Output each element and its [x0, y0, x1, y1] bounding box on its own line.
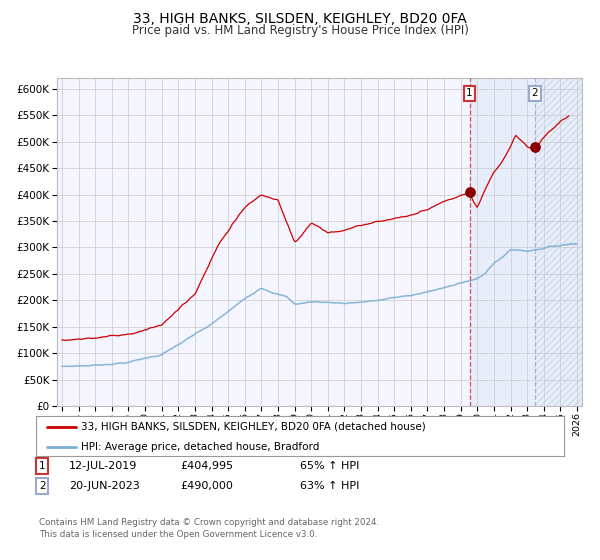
Point	[530, 143, 540, 152]
Text: £404,995: £404,995	[180, 461, 233, 471]
Text: HPI: Average price, detached house, Bradford: HPI: Average price, detached house, Brad…	[81, 442, 319, 452]
Text: Price paid vs. HM Land Registry's House Price Index (HPI): Price paid vs. HM Land Registry's House …	[131, 24, 469, 37]
Text: 33, HIGH BANKS, SILSDEN, KEIGHLEY, BD20 0FA: 33, HIGH BANKS, SILSDEN, KEIGHLEY, BD20 …	[133, 12, 467, 26]
Text: 12-JUL-2019: 12-JUL-2019	[69, 461, 137, 471]
Text: 65% ↑ HPI: 65% ↑ HPI	[300, 461, 359, 471]
Bar	[470, 78, 535, 406]
Text: £490,000: £490,000	[180, 481, 233, 491]
Text: Contains HM Land Registry data © Crown copyright and database right 2024.
This d: Contains HM Land Registry data © Crown c…	[39, 518, 379, 539]
Text: 20-JUN-2023: 20-JUN-2023	[69, 481, 140, 491]
Text: 33, HIGH BANKS, SILSDEN, KEIGHLEY, BD20 0FA (detached house): 33, HIGH BANKS, SILSDEN, KEIGHLEY, BD20 …	[81, 422, 425, 432]
Point	[465, 188, 475, 197]
Text: 1: 1	[39, 461, 46, 471]
Text: 1: 1	[466, 88, 473, 98]
Text: 2: 2	[39, 481, 46, 491]
Bar	[535, 78, 582, 406]
Text: 63% ↑ HPI: 63% ↑ HPI	[300, 481, 359, 491]
Text: 2: 2	[532, 88, 538, 98]
Bar	[535, 78, 582, 406]
